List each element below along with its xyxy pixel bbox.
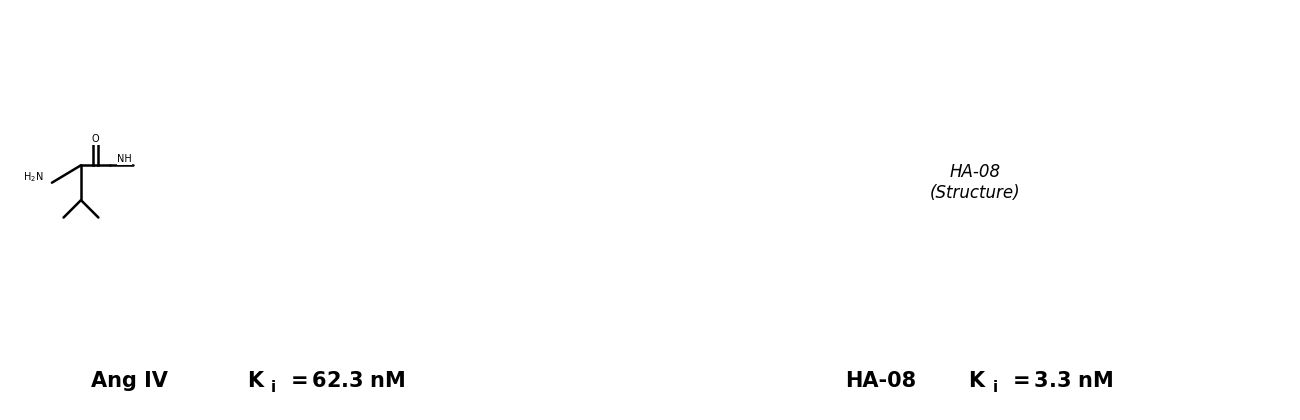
Text: HA-08: HA-08 — [845, 370, 916, 391]
Text: O: O — [92, 134, 99, 144]
Text: $\mathbf{K}$: $\mathbf{K}$ — [247, 370, 265, 391]
Text: HA-08
(Structure): HA-08 (Structure) — [930, 163, 1021, 202]
Text: Ang IV: Ang IV — [91, 370, 168, 391]
Text: $\mathbf{K}$: $\mathbf{K}$ — [968, 370, 987, 391]
Text: $\mathbf{= 62.3\ nM}$: $\mathbf{= 62.3\ nM}$ — [286, 370, 406, 391]
Text: NH: NH — [117, 155, 131, 165]
Text: $\mathregular{H_2N}$: $\mathregular{H_2N}$ — [23, 170, 43, 184]
Text: $\mathbf{i}$: $\mathbf{i}$ — [270, 379, 277, 395]
Text: $\mathbf{i}$: $\mathbf{i}$ — [992, 379, 998, 395]
Text: $\mathbf{= 3.3\ nM}$: $\mathbf{= 3.3\ nM}$ — [1008, 370, 1113, 391]
